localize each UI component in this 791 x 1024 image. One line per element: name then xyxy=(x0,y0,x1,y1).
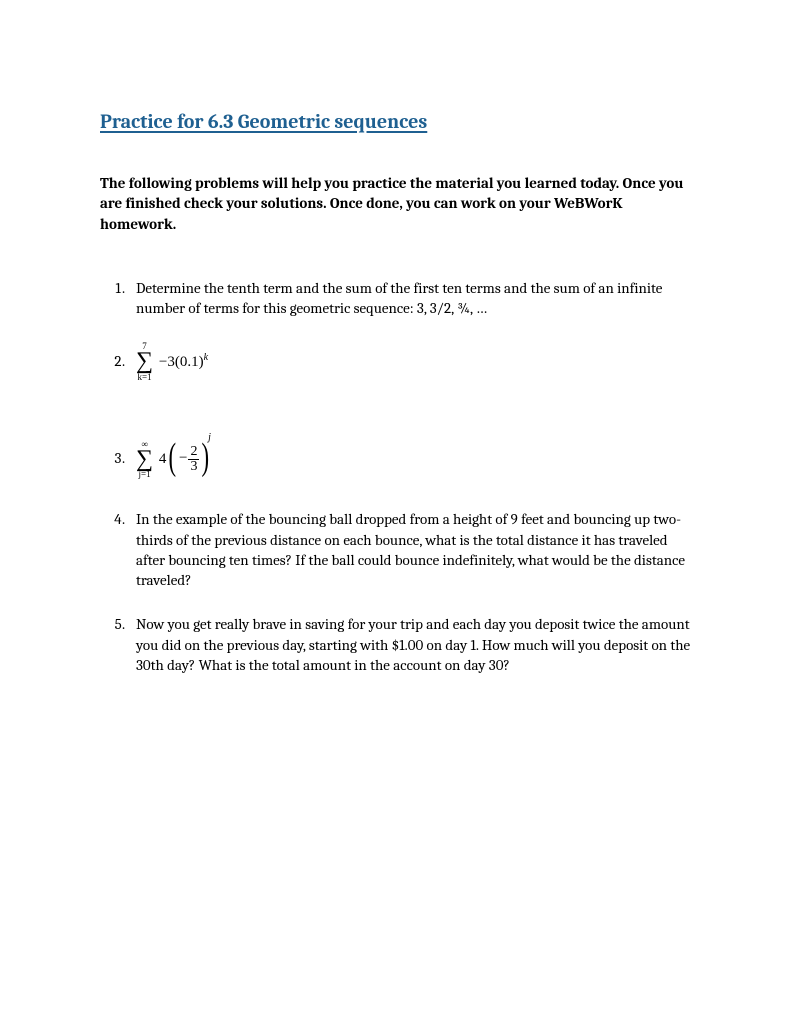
intro-paragraph: The following problems will help you pra… xyxy=(100,173,691,234)
neg-sign: − xyxy=(179,450,187,466)
problem-2-formula: 7 ∑ k=1 −3(0.1)k xyxy=(136,342,208,382)
summand: 4(−23)j xyxy=(159,445,215,474)
problem-4-text: In the example of the bouncing ball drop… xyxy=(136,510,685,589)
denominator: 3 xyxy=(188,460,199,474)
problem-5-text: Now you get really brave in saving for y… xyxy=(136,615,690,674)
problem-4: In the example of the bouncing ball drop… xyxy=(128,509,691,590)
sigma-symbol: ∑ xyxy=(136,449,153,471)
summand: −3(0.1)k xyxy=(159,351,208,372)
sigma-symbol: ∑ xyxy=(136,351,153,373)
problem-2: 7 ∑ k=1 −3(0.1)k xyxy=(128,342,691,382)
exponent: j xyxy=(208,431,211,445)
sigma-block: 7 ∑ k=1 xyxy=(136,342,153,382)
problem-3: ∞ ∑ j=1 4(−23)j xyxy=(128,440,691,480)
exponent: k xyxy=(204,352,208,363)
sigma-block: ∞ ∑ j=1 xyxy=(136,440,153,480)
numerator: 2 xyxy=(188,445,199,460)
sigma-lower: k=1 xyxy=(136,373,153,382)
worksheet-page: Practice for 6.3 Geometric sequences The… xyxy=(0,0,791,1024)
problem-1: Determine the tenth term and the sum of … xyxy=(128,278,691,319)
problem-list: Determine the tenth term and the sum of … xyxy=(128,278,691,675)
problem-1-text: Determine the tenth term and the sum of … xyxy=(136,279,662,317)
coef: −3(0.1) xyxy=(159,354,204,370)
page-title: Practice for 6.3 Geometric sequences xyxy=(100,110,691,133)
fraction: 23 xyxy=(188,445,199,474)
problem-3-formula: ∞ ∑ j=1 4(−23)j xyxy=(136,440,215,480)
sigma-lower: j=1 xyxy=(136,470,153,479)
problem-5: Now you get really brave in saving for y… xyxy=(128,614,691,675)
coef: 4 xyxy=(159,451,167,467)
